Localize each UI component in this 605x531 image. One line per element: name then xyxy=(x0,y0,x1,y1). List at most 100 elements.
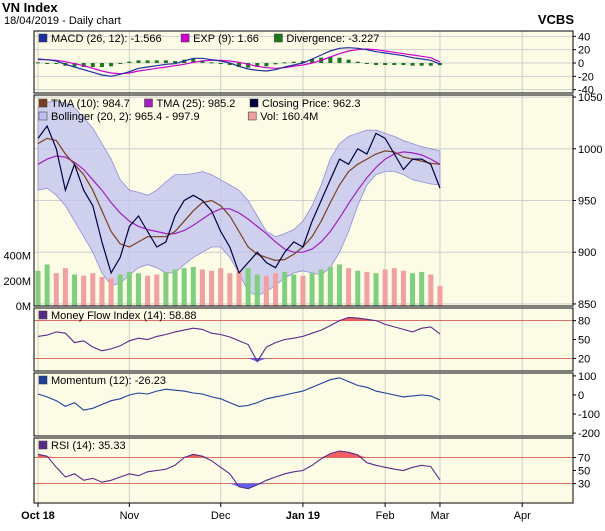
volume-bar-22 xyxy=(236,270,242,306)
divergence-bar-38 xyxy=(383,63,388,65)
legend-swatch-1 xyxy=(180,33,190,43)
momentum-axis-tick-label-1: 0 xyxy=(578,390,584,402)
volume-bar-8 xyxy=(108,278,114,306)
legend-label-2: Divergence: -3.227 xyxy=(286,33,379,45)
momentum-panel-border xyxy=(33,372,574,437)
closing-price-line xyxy=(37,124,441,275)
volume-bar-28 xyxy=(291,274,297,306)
rsi-panel-border xyxy=(33,437,574,504)
volume-bar-40 xyxy=(400,270,406,306)
divergence-bar-6 xyxy=(90,63,95,67)
volume-bar-34 xyxy=(346,268,352,306)
volume-bar-18 xyxy=(199,269,205,306)
chart-source: VCBS xyxy=(537,12,574,27)
momentum-axis-tick-label-0: 100 xyxy=(578,371,596,383)
volume-bar-5 xyxy=(81,275,87,306)
volume-bar-1 xyxy=(44,264,50,306)
mfi-axis-tick-label-1: 50 xyxy=(578,335,590,347)
macd-axis-tick-label-1: 20 xyxy=(578,45,590,57)
momentum-axis-tick-label-3: -200 xyxy=(578,428,600,440)
divergence-bar-20 xyxy=(218,63,223,64)
divergence-bar-7 xyxy=(99,63,104,67)
tma10-line xyxy=(37,137,441,262)
divergence-bar-4 xyxy=(72,63,77,67)
volume-bar-0 xyxy=(35,270,41,306)
volume-bar-26 xyxy=(273,273,279,306)
x-tick-label-6: Apr xyxy=(514,510,531,522)
volume-bar-44 xyxy=(437,285,443,306)
divergence-bar-12 xyxy=(145,60,150,63)
divergence-bar-29 xyxy=(300,61,305,63)
price-axis-tick-label-3: 900 xyxy=(578,247,596,259)
legend-label-0: TMA (10): 984.7 xyxy=(51,98,130,110)
volume-bar-11 xyxy=(135,273,141,306)
divergence-bar-43 xyxy=(428,63,433,66)
legend-swatch-1 xyxy=(144,98,153,108)
volume-bar-4 xyxy=(72,274,78,306)
volume-tick-label-1: 200M xyxy=(3,276,31,288)
legend-label-1: TMA (25): 985.2 xyxy=(157,98,236,110)
volume-bar-43 xyxy=(428,274,434,306)
price-axis-tick-label-1: 1000 xyxy=(578,144,602,156)
legend-swatch-0 xyxy=(38,33,48,43)
legend-swatch-row2-1 xyxy=(247,111,257,121)
momentum-panel-background xyxy=(34,373,573,436)
exp-line xyxy=(38,48,441,75)
volume-bar-29 xyxy=(300,275,306,306)
divergence-bar-17 xyxy=(191,59,196,63)
divergence-bar-24 xyxy=(255,63,260,67)
volume-bar-42 xyxy=(419,271,425,306)
mfi-axis-tick-label-2: 20 xyxy=(578,353,590,365)
volume-bar-27 xyxy=(282,271,288,306)
volume-bar-17 xyxy=(190,266,196,306)
divergence-bar-15 xyxy=(173,61,178,63)
divergence-bar-11 xyxy=(136,60,141,63)
volume-tick-label-0: 400M xyxy=(3,251,31,263)
x-tick-label-0: Oct 18 xyxy=(21,510,55,522)
mfi-overbought-fill xyxy=(38,317,440,321)
divergence-bar-23 xyxy=(246,63,251,68)
volume-bar-19 xyxy=(209,270,215,306)
divergence-bar-2 xyxy=(54,63,59,64)
volume-bar-20 xyxy=(218,268,224,306)
volume-bar-35 xyxy=(355,270,361,306)
divergence-bar-19 xyxy=(209,62,214,64)
volume-bar-6 xyxy=(90,273,96,306)
volume-tick-label-2: 0M xyxy=(16,301,31,313)
price-axis-tick-label-2: 950 xyxy=(578,196,596,208)
volume-bar-12 xyxy=(145,275,151,306)
divergence-bar-14 xyxy=(163,60,168,63)
volume-bar-10 xyxy=(126,271,132,306)
divergence-bar-26 xyxy=(273,63,278,65)
legend-swatch-0 xyxy=(38,375,48,385)
divergence-bar-25 xyxy=(264,63,269,67)
volume-bar-38 xyxy=(382,269,388,306)
mfi-axis-tick-label-0: 80 xyxy=(578,316,590,328)
divergence-bar-1 xyxy=(45,63,50,64)
x-tick-label-3: Jan 19 xyxy=(286,510,320,522)
divergence-bar-34 xyxy=(346,59,351,63)
macd-panel-border xyxy=(33,30,574,94)
x-tick-label-2: Dec xyxy=(211,510,231,522)
volume-bar-24 xyxy=(254,274,260,306)
price-axis-tick-label-0: 1050 xyxy=(578,92,602,104)
rsi-axis-tick-label-2: 30 xyxy=(578,479,590,491)
volume-bar-3 xyxy=(62,268,68,306)
legend-label-0: Momentum (12): -26.23 xyxy=(51,375,166,387)
legend-swatch-2 xyxy=(274,33,283,43)
volume-bar-30 xyxy=(309,273,315,306)
divergence-bar-41 xyxy=(410,63,415,66)
legend-swatch-0 xyxy=(38,310,48,320)
divergence-bar-0 xyxy=(36,62,40,64)
chart-date: 18/04/2019 - Daily chart xyxy=(4,15,121,27)
divergence-bar-42 xyxy=(419,63,424,66)
legend-swatch-2 xyxy=(249,98,259,108)
divergence-bar-27 xyxy=(282,62,287,64)
macd-axis-tick-label-4: -40 xyxy=(578,85,594,97)
volume-bar-9 xyxy=(117,274,123,306)
legend-label-0: MACD (26, 12): -1.566 xyxy=(51,33,162,45)
rsi-overbought-fill xyxy=(38,451,440,458)
divergence-bar-13 xyxy=(154,60,159,63)
legend-label-row2-1: Vol: 160.4M xyxy=(260,111,318,123)
